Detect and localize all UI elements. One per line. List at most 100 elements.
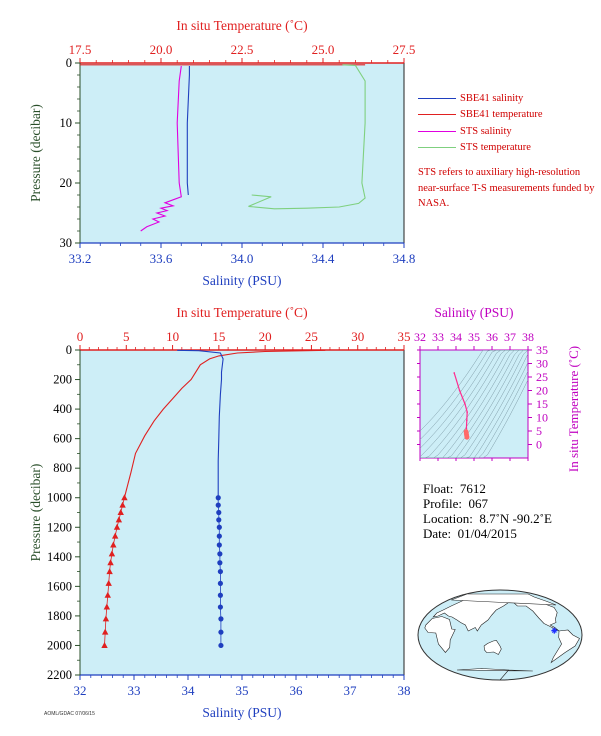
- ts-temperature-tick-label: 0: [536, 438, 542, 452]
- ts-temperature-axis-title: In situ Temperature (˚C): [566, 346, 581, 472]
- plot-area: [79, 349, 405, 676]
- ts-plot-area: [419, 349, 529, 459]
- deep-series-line: [104, 497, 125, 646]
- temperature-tick-label: 0: [77, 329, 84, 344]
- density-contour: [420, 362, 528, 458]
- pressure-tick-label: 800: [53, 461, 72, 475]
- profile-value: 067: [468, 496, 489, 511]
- ts-point: [464, 434, 470, 440]
- pressure-tick-label: 1000: [47, 491, 72, 505]
- pressure-axis-title: Pressure (decibar): [28, 104, 43, 202]
- salinity-tick-label: 33.2: [69, 251, 92, 266]
- ts-salinity-tick-label: 34: [450, 330, 462, 344]
- salinity-tick-label: 33: [128, 683, 141, 698]
- location-row: Location: 8.7˚N -90.2˚E: [423, 511, 552, 526]
- pressure-tick-label: 600: [53, 432, 72, 446]
- temperature-tick-label: 17.5: [69, 42, 92, 57]
- salinity-tick-label: 34.0: [231, 251, 254, 266]
- density-contour: [420, 350, 528, 458]
- date-value: 01/04/2015: [457, 526, 517, 541]
- float-info: Float: 7612 Profile: 067 Location: 8.7˚N…: [423, 481, 552, 541]
- temperature-axis-title: In situ Temperature (˚C): [176, 305, 307, 320]
- legend-label: SBE41 salinity: [460, 92, 524, 104]
- temperature-tick-label: 20: [259, 329, 272, 344]
- deep-series-line: [217, 497, 222, 646]
- float-location-marker-d2: [551, 628, 557, 634]
- legend-label: STS temperature: [460, 142, 531, 154]
- salinity-tick-label: 34.4: [312, 251, 335, 266]
- float-row: Float: 7612: [423, 481, 552, 496]
- pressure-tick-label: 2200: [47, 668, 72, 682]
- legend-swatch: [418, 114, 456, 116]
- pressure-tick-label: 0: [66, 56, 72, 70]
- salinity-tick-label: 36: [290, 683, 304, 698]
- plot-area: [79, 62, 405, 244]
- location-label: Location:: [423, 511, 473, 526]
- salinity-tick-label: 34.8: [393, 251, 416, 266]
- ts-salinity-tick-label: 37: [504, 330, 516, 344]
- ts-point: [466, 411, 468, 413]
- salinity-tick-label: 38: [398, 683, 411, 698]
- density-contour: [420, 350, 528, 458]
- ts-salinity-tick-label: 38: [522, 330, 534, 344]
- temperature-tick-label: 15: [212, 329, 225, 344]
- temperature-tick-label: 25.0: [312, 42, 335, 57]
- ts-temperature-tick-label: 10: [536, 411, 548, 425]
- temperature-axis-title: In situ Temperature (˚C): [176, 18, 307, 33]
- footer-code: AOML/GDAC 07/06/15: [44, 711, 95, 717]
- continent-africa: [424, 616, 456, 653]
- pressure-tick-label: 200: [53, 373, 72, 387]
- continent-australia: [483, 640, 502, 655]
- legend-label: STS salinity: [460, 125, 512, 137]
- pressure-tick-label: 30: [60, 236, 73, 250]
- ts-point: [465, 427, 468, 430]
- ts-temperature-tick-label: 5: [536, 424, 542, 438]
- density-contour: [420, 379, 528, 458]
- series-line-temperature: [123, 349, 326, 498]
- series-line-salinity: [177, 349, 224, 498]
- ts-temperature-tick-label: 20: [536, 384, 548, 398]
- temperature-tick-label: 20.0: [150, 42, 173, 57]
- float-label: Float:: [423, 481, 454, 496]
- legend-entry: STS salinity: [418, 123, 543, 140]
- salinity-tick-label: 35: [236, 683, 249, 698]
- pressure-tick-label: 2000: [47, 638, 72, 652]
- date-row: Date: 01/04/2015: [423, 526, 552, 541]
- pressure-tick-label: 1200: [47, 520, 72, 534]
- legend-swatch: [418, 147, 456, 149]
- density-contour: [420, 350, 528, 449]
- ts-salinity-tick-label: 33: [432, 330, 444, 344]
- legend-entry: SBE41 temperature: [418, 107, 543, 124]
- pressure-tick-label: 1600: [47, 579, 72, 593]
- salinity-tick-label: 33.6: [150, 251, 173, 266]
- density-contour: [420, 350, 528, 458]
- location-value: 8.7˚N -90.2˚E: [479, 511, 552, 526]
- pressure-tick-label: 1800: [47, 609, 72, 623]
- sts-note: STS refers to auxiliary high-resolution …: [418, 167, 595, 209]
- continent-antarctica: [456, 668, 533, 680]
- ts-salinity-tick-label: 35: [468, 330, 480, 344]
- density-contour: [420, 353, 528, 458]
- salinity-axis-title: Salinity (PSU): [202, 273, 281, 288]
- profile-label: Profile:: [423, 496, 462, 511]
- temperature-tick-label: 25: [305, 329, 318, 344]
- salinity-tick-label: 34: [182, 683, 196, 698]
- date-label: Date:: [423, 526, 452, 541]
- float-value: 7612: [459, 481, 486, 496]
- temperature-tick-label: 35: [398, 329, 411, 344]
- ts-point: [458, 389, 461, 392]
- ts-salinity-tick-label: 32: [414, 330, 426, 344]
- ts-temperature-tick-label: 25: [536, 370, 548, 384]
- series-line-sts-temperature: [248, 64, 366, 210]
- salinity-tick-label: 37: [344, 683, 358, 698]
- ts-point: [453, 372, 456, 374]
- salinity-axis-title: Salinity (PSU): [202, 705, 281, 720]
- temperature-tick-label: 22.5: [231, 42, 254, 57]
- pressure-axis-title: Pressure (decibar): [28, 464, 43, 562]
- map-land: [424, 593, 580, 680]
- density-contour: [420, 370, 528, 458]
- pressure-tick-label: 20: [60, 176, 73, 190]
- temperature-tick-label: 27.5: [393, 42, 416, 57]
- temperature-tick-label: 30: [351, 329, 364, 344]
- density-contour: [420, 350, 528, 458]
